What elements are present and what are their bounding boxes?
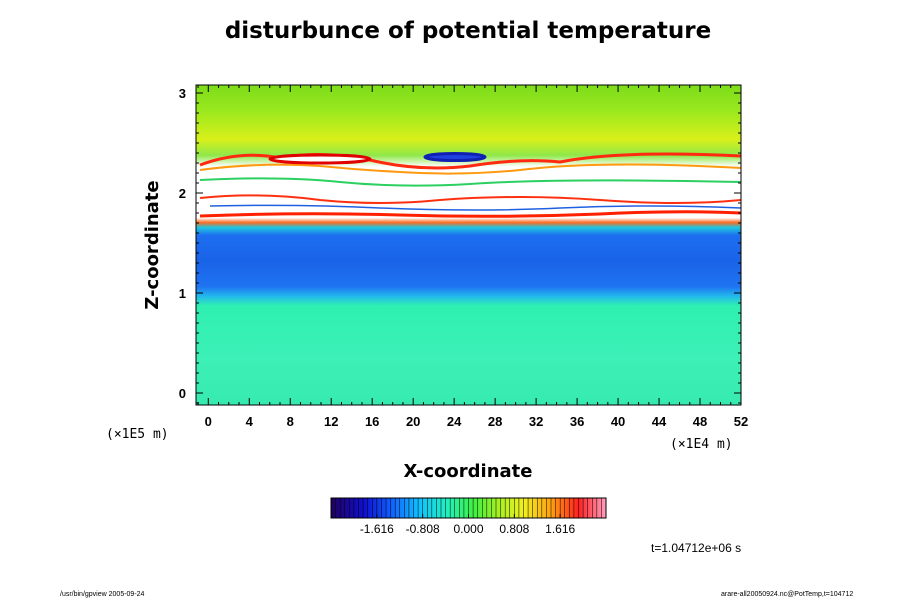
y-axis-label: Z-coordinate (142, 180, 163, 309)
filament-red-mid (199, 194, 741, 204)
y-axis-ticks: 0 1 2 3 (179, 86, 741, 404)
x-tick-label: 36 (570, 414, 584, 429)
filament-green-mid (199, 177, 741, 187)
y-tick-label: 1 (179, 286, 186, 301)
y-unit-label: (×1E5 m) (106, 427, 169, 442)
colorbar-tick-label: -1.616 (360, 522, 394, 536)
filament-overlay (199, 152, 741, 218)
filament-red-lower (199, 210, 741, 218)
x-tick-label: 16 (365, 414, 379, 429)
colorbar-ticks: -1.616 -0.808 0.000 0.808 1.616 (360, 514, 576, 536)
x-tick-label: 40 (611, 414, 625, 429)
heatmap-field (196, 85, 741, 405)
x-tick-label: 32 (529, 414, 543, 429)
x-tick-label: 48 (693, 414, 707, 429)
filament-blue-mid (209, 204, 741, 211)
x-tick-label: 44 (652, 414, 667, 429)
y-tick-label: 0 (179, 386, 186, 401)
x-axis-label: X-coordinate (404, 461, 533, 482)
x-tick-label: 8 (287, 414, 294, 429)
field-background (196, 85, 741, 405)
y-tick-label: 2 (179, 186, 186, 201)
x-tick-label: 28 (488, 414, 502, 429)
x-axis-ticks: 0 4 8 12 16 20 24 28 32 36 40 44 48 52 (197, 85, 748, 429)
warm-cell (268, 153, 372, 165)
colorbar-tick-label: 0.000 (453, 522, 483, 536)
y-tick-label: 3 (179, 86, 186, 101)
colorbar-tick-label: -0.808 (406, 522, 440, 536)
x-tick-label: 4 (246, 414, 254, 429)
chart-title: disturbunce of potential temperature (225, 18, 711, 44)
plot-frame (195, 84, 742, 406)
x-tick-label: 52 (734, 414, 748, 429)
x-tick-label: 24 (447, 414, 462, 429)
cold-cell (423, 152, 487, 162)
filament-orange-upper (199, 163, 741, 175)
footer-left: /usr/bin/gpview 2005-09-24 (60, 591, 145, 598)
colorbar-tick-label: 1.616 (545, 522, 575, 536)
colorbar-tick-label: 0.808 (499, 522, 529, 536)
time-label: t=1.04712e+06 s (651, 541, 741, 555)
x-tick-label: 20 (406, 414, 420, 429)
x-unit-label: (×1E4 m) (670, 437, 733, 452)
footer-right: arare-all20050924.nc@PotTemp,t=104712 (721, 591, 853, 598)
x-tick-label: 12 (324, 414, 338, 429)
colorbar: -1.616 -0.808 0.000 0.808 1.616 (330, 497, 607, 536)
colorbar-segment-lines (335, 498, 602, 518)
x-tick-label: 0 (205, 414, 212, 429)
